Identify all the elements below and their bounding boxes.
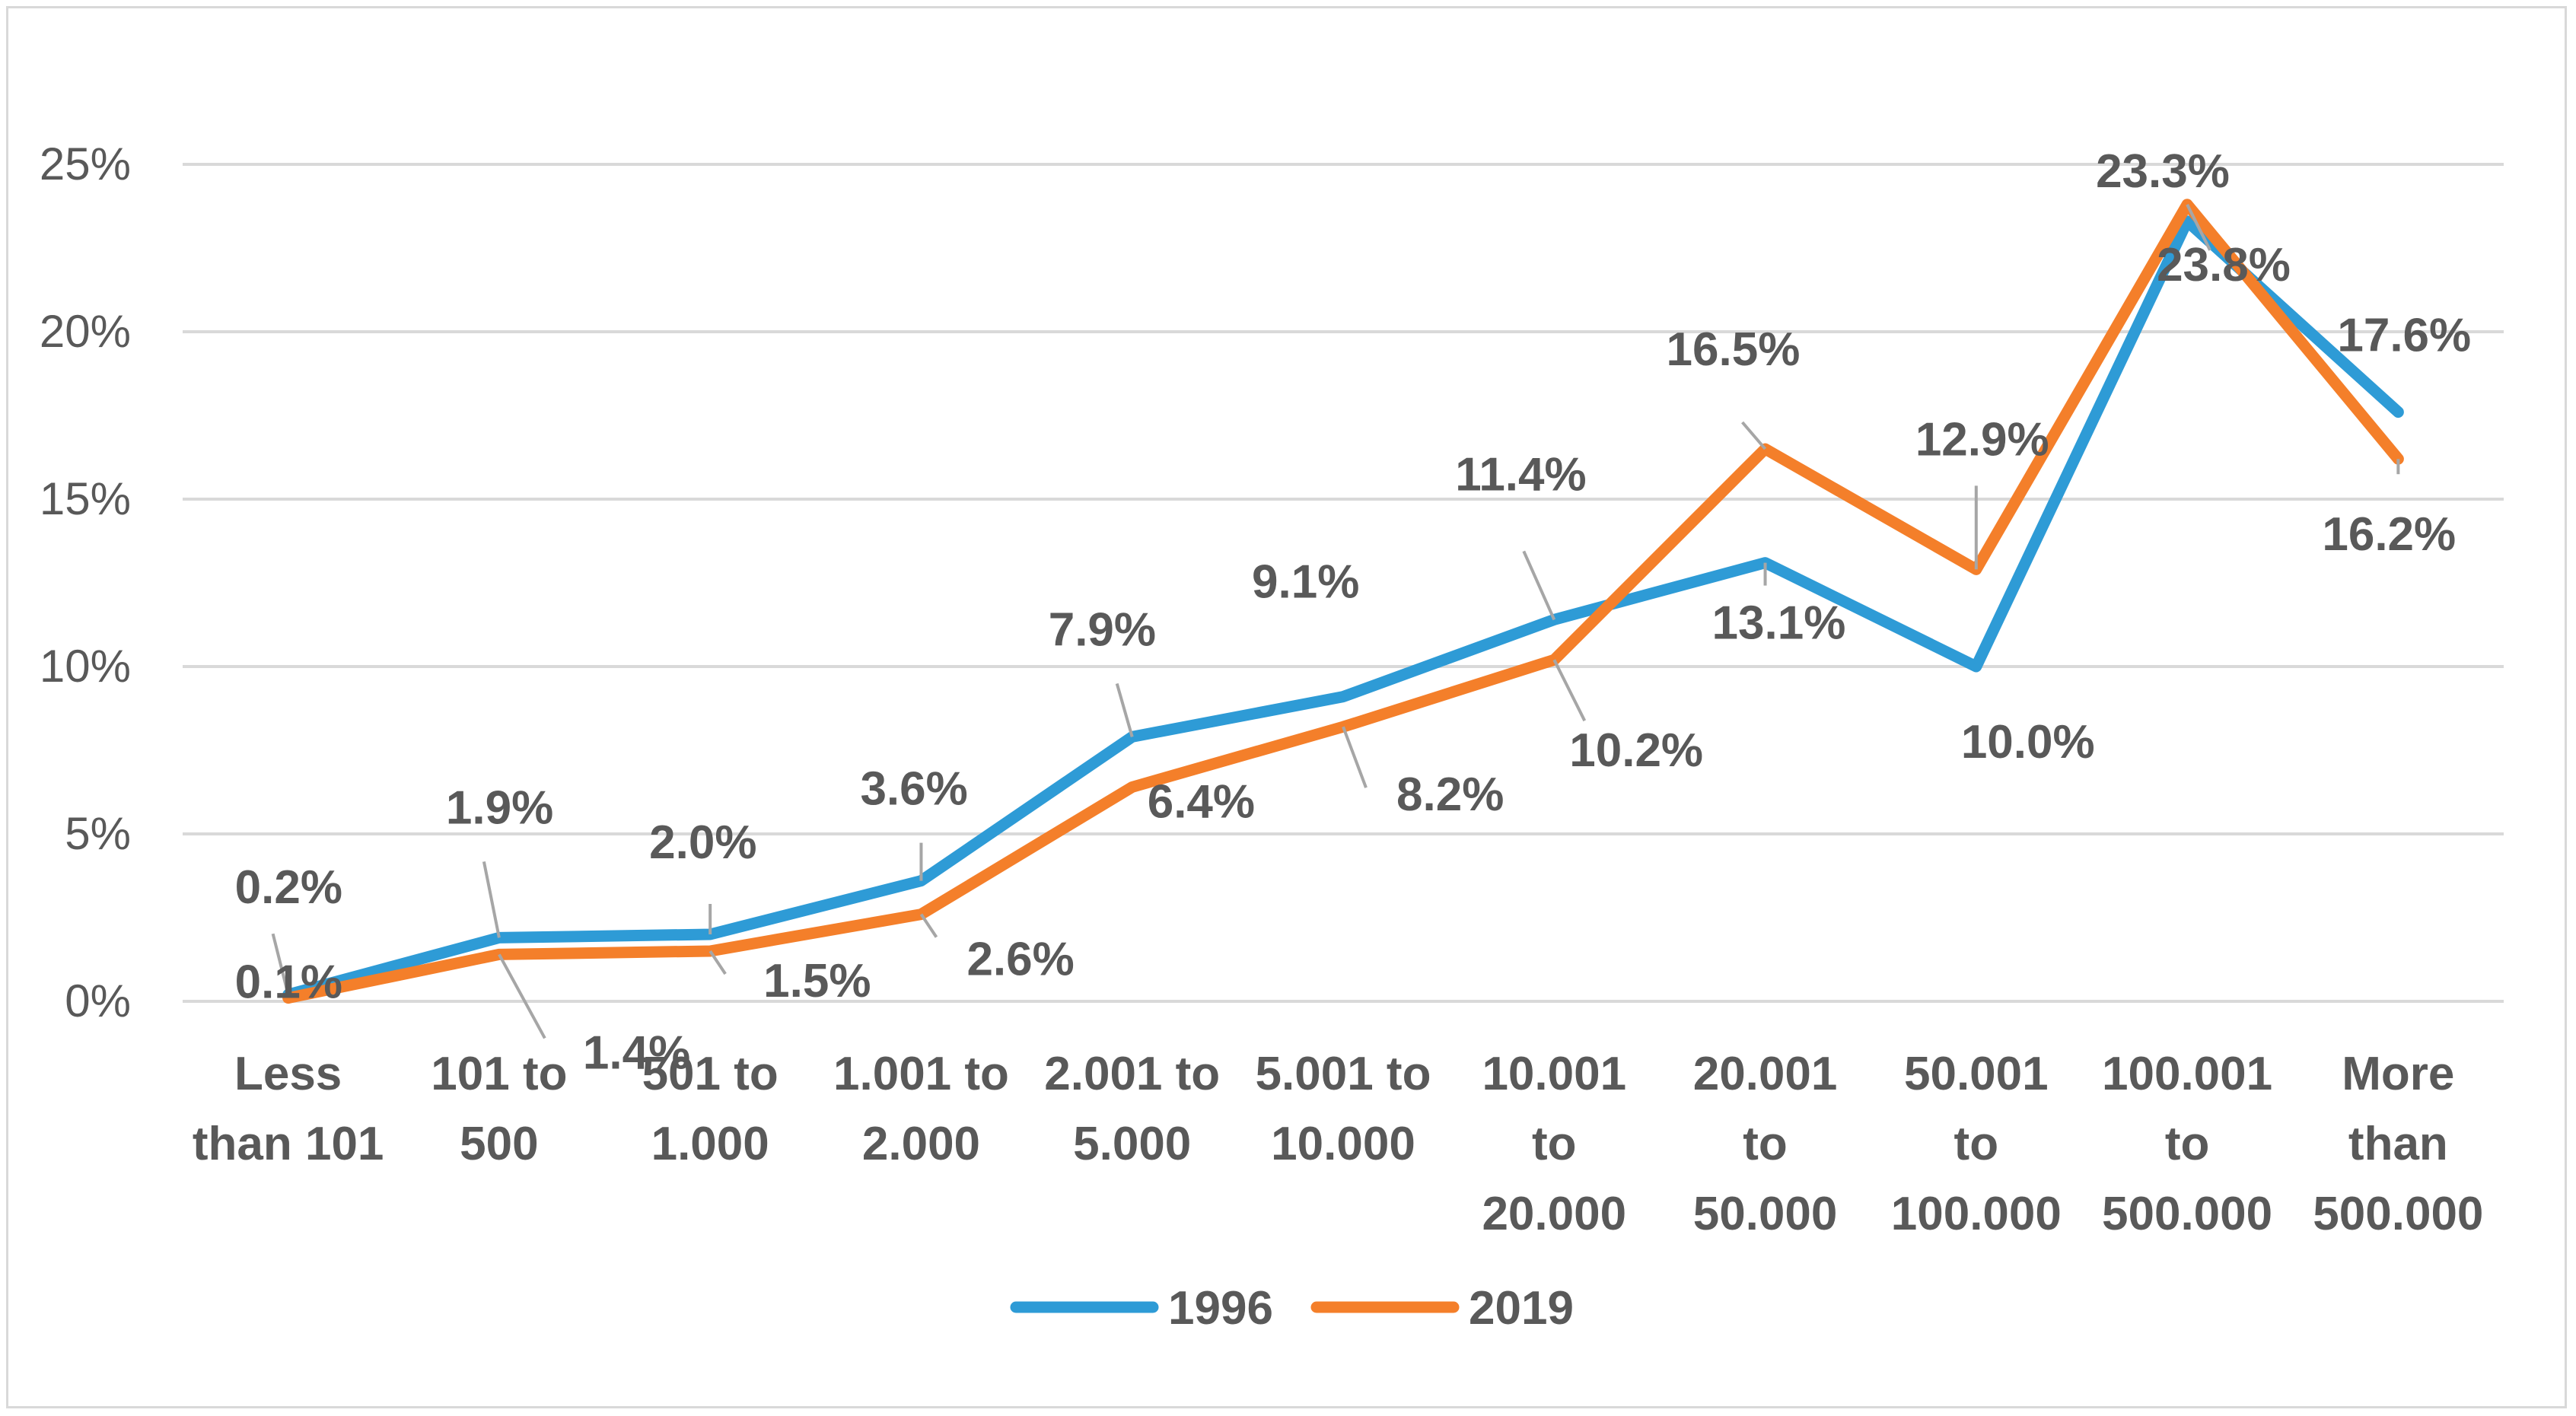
data-label-1996: 17.6%	[2337, 310, 2471, 362]
legend-label-1996: 1996	[1168, 1282, 1273, 1335]
leader-line	[271, 933, 290, 995]
x-tick-label: 501 to 1.000	[642, 1048, 779, 1170]
legend-label-2019: 2019	[1469, 1282, 1574, 1335]
x-tick-label: 101 to 500	[431, 1048, 567, 1170]
x-tick-label: 100.001 to 500.000	[2102, 1048, 2272, 1240]
leader-line	[1115, 683, 1134, 737]
x-tick-label: 2.001 to 5.000	[1044, 1048, 1220, 1170]
data-label-1996: 7.9%	[1049, 603, 1156, 656]
data-label-1996: 0.2%	[235, 861, 342, 914]
y-tick-label: 5%	[65, 808, 131, 859]
x-tick-label: More than 500.000	[2313, 1048, 2483, 1240]
leader-line	[482, 861, 501, 938]
data-label-1996: 13.1%	[1712, 597, 1846, 650]
x-tick-label: 1.001 to 2.000	[833, 1048, 1009, 1170]
data-label-2019: 1.5%	[763, 955, 871, 1007]
data-label-2019: 1.4%	[583, 1026, 690, 1079]
data-label-1996: 2.0%	[649, 816, 756, 869]
data-label-1996: 3.6%	[860, 763, 967, 816]
x-tick-label: 5.001 to 10.000	[1256, 1048, 1431, 1170]
data-label-2019: 2.6%	[966, 934, 1074, 986]
data-label-1996: 1.9%	[446, 781, 553, 834]
data-label-2019: 16.2%	[2322, 508, 2456, 561]
data-point-1996	[1340, 693, 1346, 700]
data-label-2019: 16.5%	[1667, 323, 1801, 376]
data-label-1996: 10.0%	[1961, 716, 2095, 768]
leader-line	[1741, 421, 1767, 450]
data-point-2019	[1129, 784, 1135, 791]
data-point-1996	[2184, 218, 2191, 224]
data-label-2019: 23.8%	[2157, 239, 2291, 291]
leader-line	[919, 913, 938, 938]
data-label-2019: 6.4%	[1148, 775, 1255, 828]
data-point-1996	[2395, 409, 2402, 415]
data-label-2019: 0.1%	[235, 956, 342, 1009]
x-tick-label: Less than 101	[193, 1048, 384, 1170]
y-tick-label: 10%	[40, 641, 131, 692]
y-tick-label: 20%	[40, 306, 131, 357]
y-tick-label: 0%	[65, 975, 131, 1026]
leader-line	[498, 953, 546, 1039]
leader-line	[1522, 550, 1556, 621]
data-label-1996: 9.1%	[1252, 556, 1359, 609]
y-tick-label: 25%	[40, 138, 131, 189]
data-label-2019: 8.2%	[1396, 768, 1504, 821]
leader-line	[708, 950, 727, 975]
data-point-2019	[285, 994, 291, 1001]
x-tick-label: 10.001 to 20.000	[1482, 1048, 1626, 1240]
data-label-1996: 23.3%	[2096, 145, 2230, 198]
data-label-2019: 12.9%	[1915, 413, 2049, 466]
leader-line	[2186, 203, 2211, 251]
y-tick-label: 15%	[40, 473, 131, 524]
data-label-2019: 10.2%	[1569, 724, 1703, 777]
x-tick-label: 50.001 to 100.000	[1891, 1048, 2062, 1240]
x-tick-label: 20.001 to 50.000	[1693, 1048, 1838, 1240]
leader-line	[1552, 659, 1587, 722]
leader-line	[1342, 726, 1368, 788]
data-point-1996	[1973, 663, 1979, 670]
data-label-1996: 11.4%	[1455, 448, 1586, 501]
